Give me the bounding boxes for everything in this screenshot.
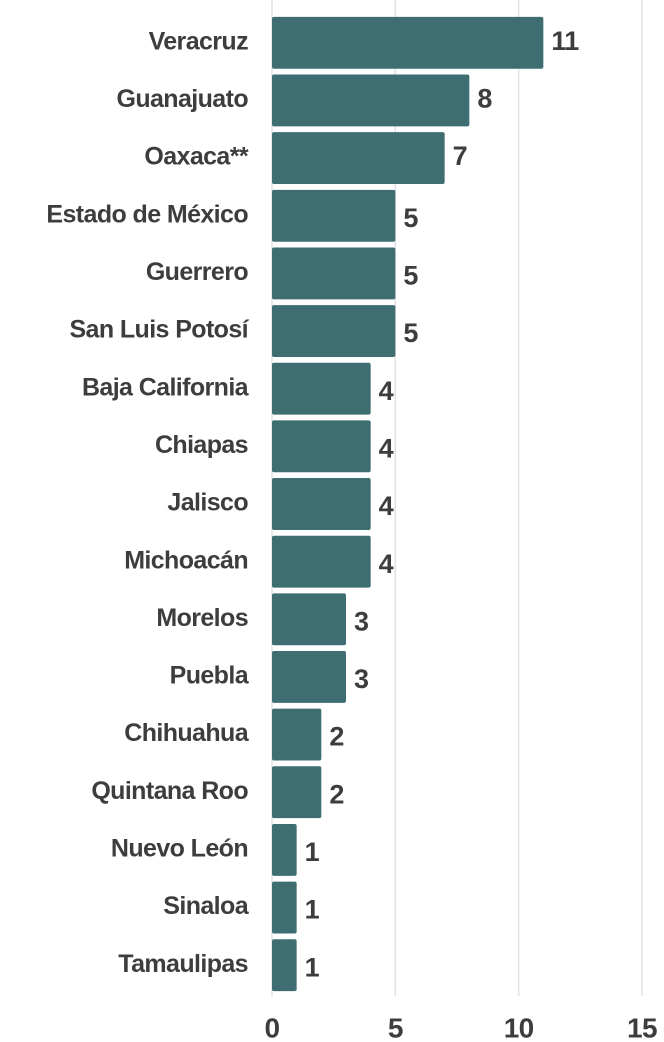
- bar: [272, 823, 297, 876]
- value-label: 3: [354, 606, 369, 636]
- y-tick-label: Jalisco: [167, 489, 248, 517]
- value-label: 4: [379, 376, 394, 406]
- value-label: 5: [403, 318, 418, 348]
- value-label: 4: [379, 491, 394, 521]
- y-tick-label: Tamaulipas: [118, 950, 248, 978]
- y-tick-label: Sinaloa: [163, 892, 249, 920]
- y-tick-label: Morelos: [156, 604, 248, 632]
- x-tick-label: 5: [388, 1012, 403, 1042]
- bar: [272, 132, 445, 185]
- bar: [272, 305, 396, 357]
- bar: [272, 189, 396, 242]
- value-label: 11: [551, 26, 579, 56]
- y-tick-label: Veracruz: [149, 27, 249, 55]
- y-tick-label: Guerrero: [146, 258, 249, 286]
- value-label: 1: [305, 837, 320, 867]
- bar: [272, 651, 346, 703]
- bar: [272, 420, 371, 473]
- y-tick-label: Chihuahua: [124, 719, 249, 747]
- bar: [272, 881, 297, 934]
- y-tick-label: Chiapas: [155, 431, 248, 459]
- bar: [272, 74, 470, 127]
- value-label: 2: [329, 779, 343, 809]
- bar: [272, 16, 544, 69]
- value-label: 1: [305, 952, 320, 982]
- y-tick-label: Quintana Roo: [91, 777, 248, 805]
- bar: [272, 362, 371, 415]
- value-label: 3: [354, 664, 369, 694]
- bar: [272, 535, 371, 588]
- bar: [272, 708, 322, 761]
- bar: [272, 478, 371, 530]
- value-label: 2: [329, 722, 343, 752]
- x-tick-label: 0: [265, 1012, 280, 1042]
- bar: [272, 247, 396, 300]
- y-tick-label: Oaxaca**: [144, 143, 248, 171]
- value-label: 4: [379, 433, 394, 463]
- x-tick-label: 10: [504, 1012, 534, 1042]
- value-label: 1: [305, 895, 320, 925]
- x-tick-label: 15: [627, 1012, 657, 1042]
- value-label: 5: [403, 261, 418, 291]
- y-tick-label: Baja California: [82, 373, 250, 401]
- y-tick-label: Nuevo León: [111, 834, 248, 862]
- bar: [272, 939, 297, 992]
- y-tick-label: Estado de México: [46, 200, 248, 228]
- y-tick-label: San Luis Potosí: [69, 316, 249, 344]
- bar: [272, 766, 322, 819]
- value-label: 5: [403, 203, 418, 233]
- value-label: 7: [453, 141, 467, 171]
- y-tick-label: Puebla: [170, 662, 250, 690]
- value-label: 8: [477, 84, 492, 114]
- value-label: 4: [379, 549, 394, 579]
- y-tick-label: Michoacán: [124, 546, 248, 574]
- bar: [272, 593, 346, 646]
- y-tick-label: Guanajuato: [116, 85, 248, 113]
